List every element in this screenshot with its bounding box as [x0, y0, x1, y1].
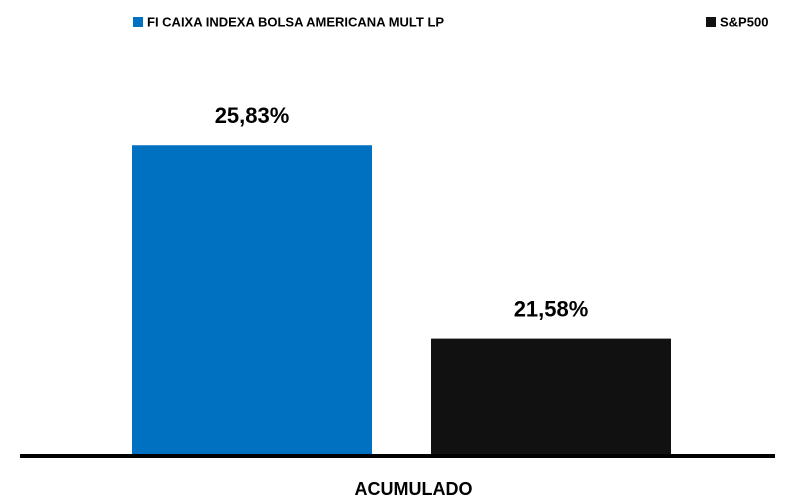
legend-label: FI CAIXA INDEXA BOLSA AMERICANA MULT LP: [147, 14, 444, 29]
x-tick-label: ACUMULADO: [355, 479, 473, 499]
legend-label: S&P500: [720, 14, 768, 29]
bar: [431, 338, 671, 456]
legend-swatch: [133, 17, 143, 27]
bar: [132, 145, 372, 457]
data-label: 21,58%: [514, 296, 589, 321]
legend-swatch: [706, 17, 716, 27]
data-label: 25,83%: [215, 103, 290, 128]
